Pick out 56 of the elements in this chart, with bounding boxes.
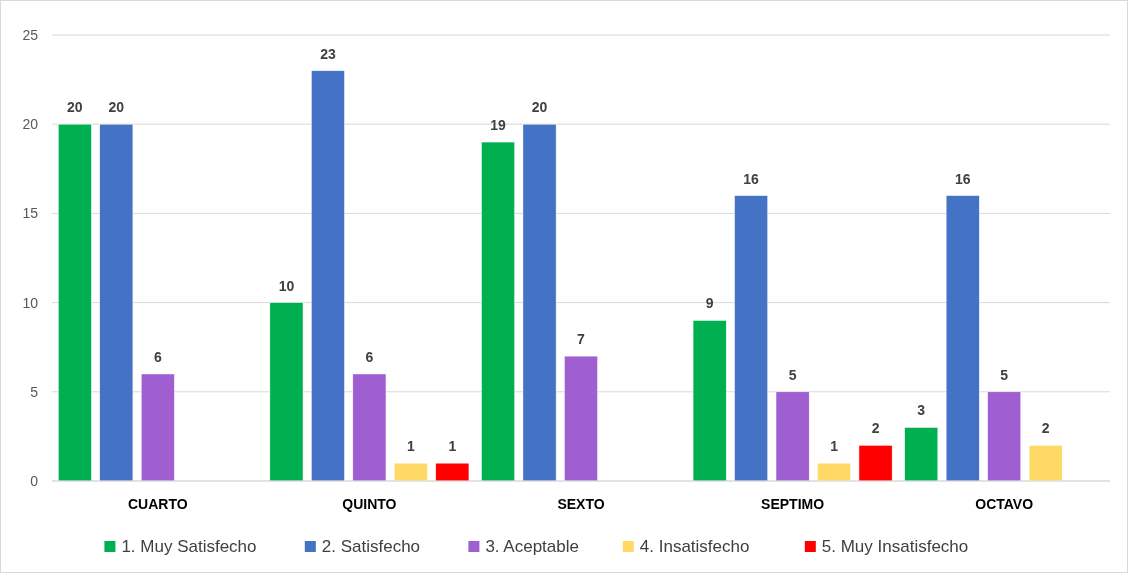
data-label: 7: [577, 331, 586, 348]
data-label: 6: [365, 348, 374, 365]
y-tick-label: 0: [30, 472, 39, 489]
bar: [140, 373, 175, 482]
x-tick-label: CUARTO: [127, 496, 188, 512]
bar: [775, 391, 810, 482]
data-label: 19: [490, 117, 507, 134]
data-label: 23: [320, 45, 336, 62]
bar: [858, 445, 893, 482]
data-label: 1: [830, 438, 839, 455]
x-tick-label: OCTAVO: [975, 496, 1034, 512]
bar: [945, 195, 980, 482]
bar: [394, 462, 428, 482]
bar: [987, 391, 1022, 482]
data-label: 20: [108, 99, 125, 116]
y-tick-label: 15: [22, 205, 39, 222]
y-tick-label: 5: [30, 383, 39, 400]
legend-label: 5. Muy Insatisfecho: [821, 537, 969, 557]
data-label: 20: [531, 99, 548, 116]
data-label: 5: [1000, 366, 1009, 383]
data-label: 9: [705, 295, 714, 312]
bar: [352, 373, 387, 482]
y-tick-label: 25: [22, 26, 39, 43]
x-tick-label: SEXTO: [557, 496, 605, 512]
data-label: 2: [1041, 420, 1050, 437]
data-label: 6: [153, 348, 162, 365]
bar: [522, 123, 557, 482]
bar: [435, 462, 470, 482]
data-label: 10: [278, 277, 295, 294]
y-tick-label: 10: [22, 294, 39, 311]
bar: [58, 123, 92, 482]
bar: [481, 141, 515, 482]
x-tick-label: QUINTO: [342, 496, 397, 512]
bar: [311, 70, 345, 482]
data-label: 1: [406, 438, 415, 455]
data-label: 2: [871, 420, 880, 437]
data-label: 1: [448, 438, 457, 455]
bar: [734, 195, 768, 482]
data-label: 5: [788, 366, 797, 383]
data-label: 16: [743, 170, 760, 187]
y-tick-label: 20: [22, 116, 39, 133]
legend-label: 1. Muy Satisfecho: [121, 537, 257, 557]
bar: [564, 355, 598, 482]
legend-label: 3. Aceptable: [485, 537, 579, 557]
bar: [269, 302, 304, 482]
data-label: 20: [67, 99, 83, 116]
bar: [99, 123, 134, 482]
bar: [692, 320, 727, 482]
bar: [817, 462, 851, 482]
x-tick-label: SEPTIMO: [761, 496, 825, 512]
legend-label: 4. Insatisfecho: [639, 537, 750, 557]
data-label: 3: [917, 402, 926, 419]
data-label: 16: [954, 170, 971, 187]
bar: [904, 427, 939, 482]
bar: [1028, 445, 1063, 482]
legend-label: 2. Satisfecho: [321, 537, 421, 557]
